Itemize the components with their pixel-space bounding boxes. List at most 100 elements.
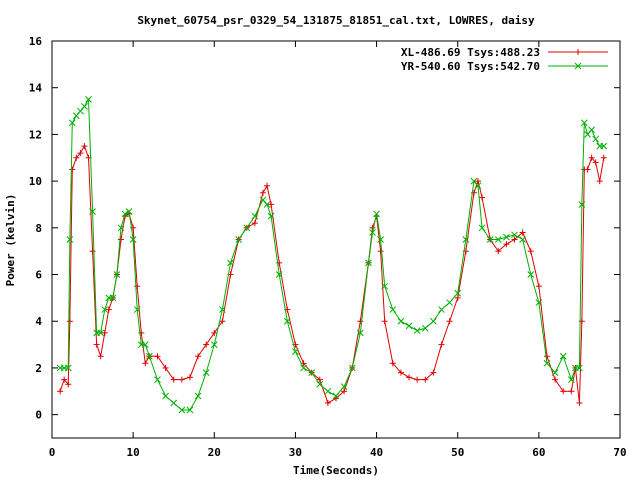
- data-point: [89, 208, 96, 215]
- data-point: [365, 259, 372, 267]
- data-point: [170, 376, 177, 383]
- series-xl: [57, 143, 607, 406]
- data-point: [430, 317, 437, 325]
- data-point: [348, 364, 356, 372]
- x-tick-label: 50: [451, 446, 464, 459]
- data-point: [592, 135, 600, 143]
- data-point: [535, 283, 542, 290]
- y-tick-label: 12: [29, 128, 42, 141]
- data-point: [576, 399, 583, 406]
- data-point: [65, 381, 72, 388]
- data-point: [332, 392, 340, 400]
- data-point: [101, 306, 109, 313]
- data-point: [430, 369, 437, 376]
- data-point: [341, 388, 348, 395]
- data-point: [588, 126, 595, 134]
- data-point: [251, 220, 258, 227]
- data-point: [588, 154, 595, 161]
- data-point: [446, 318, 453, 325]
- x-tick-label: 60: [532, 446, 545, 459]
- data-point: [227, 259, 234, 267]
- data-point: [141, 341, 149, 348]
- data-point: [93, 341, 100, 348]
- data-point: [373, 210, 380, 218]
- data-point: [527, 271, 535, 278]
- data-point: [154, 376, 161, 383]
- data-point: [340, 383, 348, 390]
- data-point: [117, 224, 125, 232]
- data-point: [543, 353, 550, 360]
- data-point: [551, 369, 559, 376]
- data-point: [251, 212, 259, 220]
- legend-label: XL-486.69 Tsys:488.23: [401, 46, 540, 59]
- plot-frame: [51, 40, 621, 439]
- data-point: [186, 374, 193, 381]
- data-point: [235, 236, 242, 243]
- data-point: [580, 119, 588, 127]
- y-tick-label: 10: [29, 175, 42, 188]
- data-point: [527, 248, 534, 255]
- data-point: [519, 229, 526, 236]
- data-point: [592, 159, 599, 166]
- data-point: [596, 178, 603, 185]
- data-point: [389, 360, 396, 367]
- data-point: [267, 212, 275, 220]
- y-tick-label: 6: [35, 269, 42, 282]
- x-tick-label: 10: [127, 446, 140, 459]
- data-point: [381, 282, 389, 290]
- data-point: [369, 229, 376, 236]
- data-point: [397, 369, 404, 376]
- y-tick-label: 0: [35, 409, 42, 422]
- x-tick-label: 30: [289, 446, 302, 459]
- data-point: [568, 388, 575, 395]
- data-point: [68, 119, 76, 127]
- data-point: [162, 392, 169, 400]
- data-point: [584, 166, 591, 173]
- data-point: [133, 306, 141, 313]
- data-point: [567, 376, 575, 383]
- data-point: [283, 317, 291, 325]
- data-point: [69, 166, 76, 173]
- data-point: [454, 294, 461, 301]
- data-point: [121, 210, 129, 218]
- y-tick-label: 8: [35, 222, 42, 235]
- y-tick-label: 16: [29, 35, 43, 48]
- data-point: [324, 387, 332, 395]
- data-point: [389, 306, 397, 313]
- legend-swatch-marker: [574, 62, 582, 70]
- data-point: [81, 143, 88, 150]
- data-point: [479, 194, 486, 201]
- data-point: [194, 392, 202, 400]
- data-point: [406, 374, 413, 381]
- data-point: [81, 103, 88, 110]
- data-point: [486, 236, 494, 243]
- data-point: [397, 317, 405, 325]
- data-point: [308, 369, 316, 376]
- data-point: [559, 352, 567, 360]
- data-point: [97, 329, 105, 337]
- data-point: [162, 364, 169, 371]
- data-point: [125, 208, 133, 215]
- data-point: [154, 353, 161, 360]
- data-point: [275, 271, 283, 278]
- data-point: [474, 182, 482, 190]
- y-tick-label: 14: [29, 82, 43, 95]
- data-point: [535, 299, 543, 306]
- data-point: [578, 201, 586, 208]
- data-point: [543, 359, 551, 367]
- data-point: [519, 236, 526, 243]
- series-yr: [56, 96, 608, 414]
- data-point: [202, 369, 210, 376]
- data-point: [85, 96, 92, 103]
- legend-swatch-marker: [575, 49, 581, 55]
- data-point: [97, 353, 104, 360]
- data-point: [300, 364, 307, 372]
- data-point: [263, 201, 271, 208]
- data-point: [494, 236, 502, 243]
- data-point: [211, 329, 218, 336]
- data-point: [178, 376, 185, 383]
- data-point: [219, 306, 226, 313]
- data-point: [316, 380, 324, 388]
